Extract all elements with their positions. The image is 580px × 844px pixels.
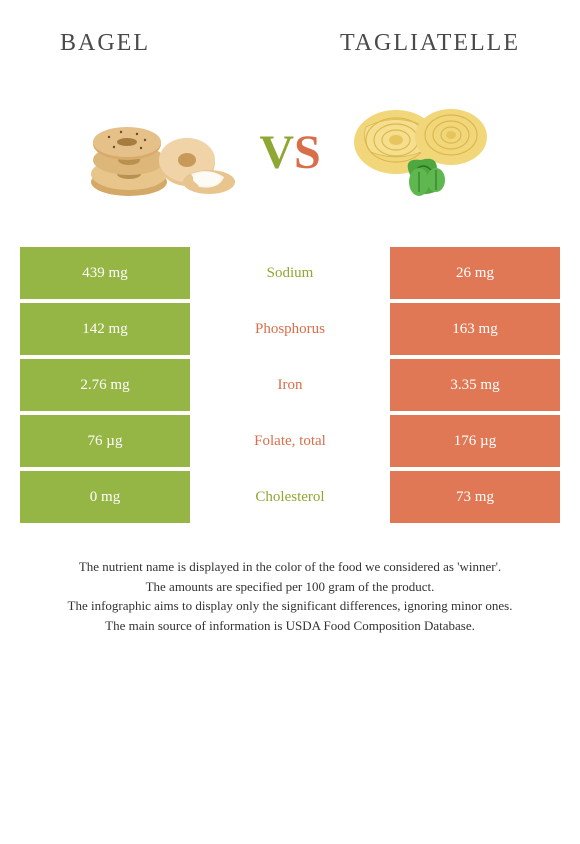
cell-left: 439 mg — [20, 247, 190, 299]
table-row: 2.76 mgIron3.35 mg — [20, 359, 560, 411]
table-row: 0 mgCholesterol73 mg — [20, 471, 560, 523]
food-title-left: Bagel — [60, 30, 150, 57]
cell-nutrient: Folate, total — [190, 415, 390, 467]
cell-nutrient: Phosphorus — [190, 303, 390, 355]
cell-nutrient: Cholesterol — [190, 471, 390, 523]
cell-right: 26 mg — [390, 247, 560, 299]
cell-left: 142 mg — [20, 303, 190, 355]
footer-line-3: The infographic aims to display only the… — [20, 596, 560, 616]
vs-s: S — [294, 125, 321, 180]
tagliatelle-image — [341, 82, 501, 222]
cell-left: 0 mg — [20, 471, 190, 523]
cell-right: 176 µg — [390, 415, 560, 467]
cell-left: 2.76 mg — [20, 359, 190, 411]
cell-right: 73 mg — [390, 471, 560, 523]
vs-v: V — [259, 125, 294, 180]
cell-left: 76 µg — [20, 415, 190, 467]
table-row: 76 µgFolate, total176 µg — [20, 415, 560, 467]
table-row: 142 mgPhosphorus163 mg — [20, 303, 560, 355]
cell-nutrient: Iron — [190, 359, 390, 411]
footer-line-4: The main source of information is USDA F… — [20, 616, 560, 636]
food-title-right: Tagliatelle — [340, 30, 520, 57]
header: Bagel Tagliatelle — [0, 0, 580, 67]
vs-label: VS — [259, 125, 320, 180]
footer-line-1: The nutrient name is displayed in the co… — [20, 557, 560, 577]
cell-right: 3.35 mg — [390, 359, 560, 411]
cell-nutrient: Sodium — [190, 247, 390, 299]
cell-right: 163 mg — [390, 303, 560, 355]
table-row: 439 mgSodium26 mg — [20, 247, 560, 299]
bagel-image — [79, 82, 239, 222]
images-row: VS — [0, 67, 580, 247]
footer-line-2: The amounts are specified per 100 gram o… — [20, 577, 560, 597]
nutrient-table: 439 mgSodium26 mg142 mgPhosphorus163 mg2… — [20, 247, 560, 523]
footer: The nutrient name is displayed in the co… — [0, 527, 580, 635]
